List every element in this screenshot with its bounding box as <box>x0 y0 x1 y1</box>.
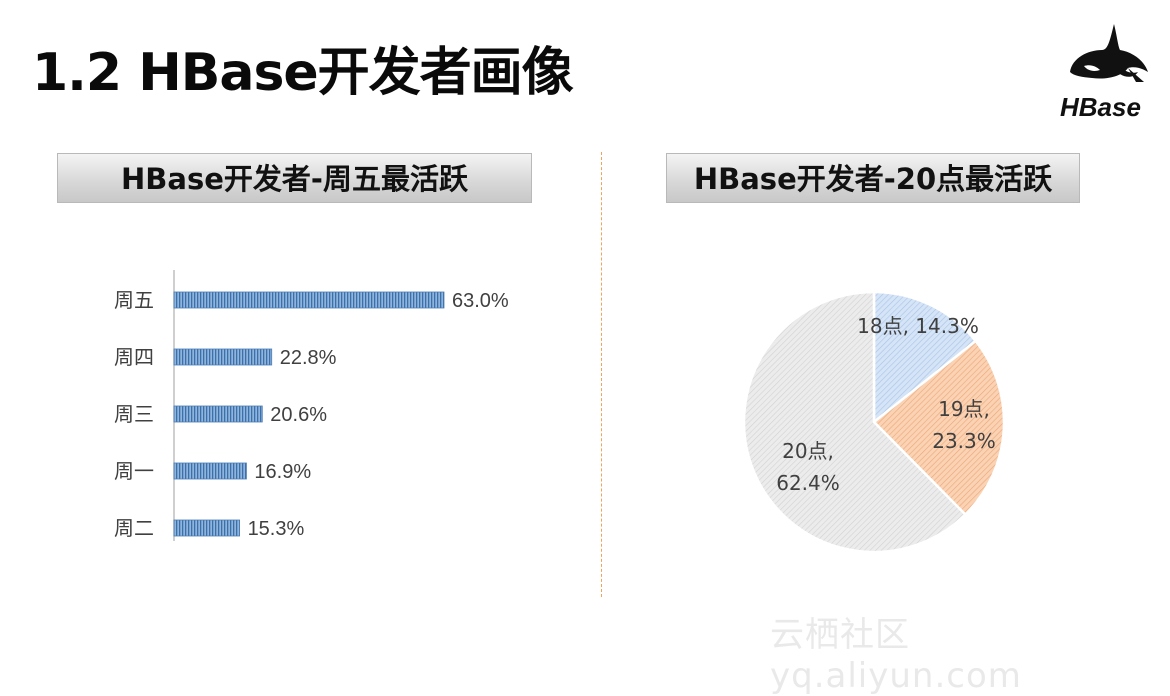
bar-value-label: 20.6% <box>270 404 327 426</box>
bar <box>173 462 247 480</box>
pie-slice <box>872 339 1006 517</box>
panel-divider <box>601 152 602 597</box>
bar <box>173 348 273 366</box>
bar <box>173 291 445 309</box>
bar-value-label: 22.8% <box>280 347 337 369</box>
bar-value-label: 15.3% <box>248 518 305 540</box>
bar-value-label: 16.9% <box>254 461 311 483</box>
slide-title: 1.2 HBase开发者画像 <box>32 43 574 103</box>
logo-text: HBase <box>1060 92 1141 122</box>
pie-slice-label: 19点, 23.3% <box>932 397 996 453</box>
bar <box>173 405 263 423</box>
pie-chart: 18点, 14.3% 19点, 23.3% 20点, 62.4% <box>742 290 1006 554</box>
bar-value-label: 63.0% <box>452 290 509 312</box>
bar-category-label: 周五 <box>114 288 154 312</box>
bar-category-label: 周四 <box>114 345 154 369</box>
pie-slice <box>872 290 978 425</box>
pie-slice <box>742 290 968 554</box>
pie-slice-label: 20点, 62.4% <box>776 439 840 495</box>
bar-chart: 周五 63.0% 周四 22.8% 周三 20.6% 周一 16.9% 周二 15.3% <box>114 270 509 541</box>
bar-category-label: 周二 <box>114 516 154 540</box>
orca-icon <box>1070 24 1148 82</box>
pie-slice-label: 18点, 14.3% <box>857 314 979 338</box>
bar-category-label: 周三 <box>114 402 154 426</box>
hbase-logo: HBase <box>1056 20 1156 122</box>
bar-category-label: 周一 <box>114 459 154 483</box>
right-panel-title: HBase开发者-20点最活跃 <box>666 153 1080 203</box>
bar <box>173 519 240 537</box>
watermark: 云栖社区 yq.aliyun.com <box>770 615 1022 696</box>
left-panel-title: HBase开发者-周五最活跃 <box>57 153 532 203</box>
